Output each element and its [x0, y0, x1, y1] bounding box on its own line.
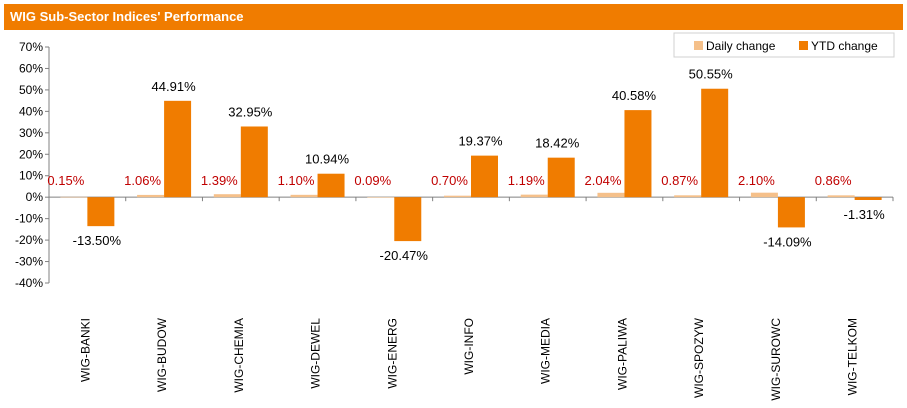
y-tick-label: 20%: [19, 147, 43, 161]
x-category-label: WIG-SUROWC: [769, 318, 783, 401]
data-label-ytd-change: 32.95%: [228, 104, 273, 119]
data-label-ytd-change: 18.42%: [535, 136, 580, 151]
data-label-ytd-change: 10.94%: [305, 152, 350, 167]
x-category-label: WIG-TELKOM: [846, 318, 860, 395]
data-label-daily-change: 1.06%: [124, 173, 161, 188]
x-category-label: WIG-PALIWA: [615, 318, 629, 390]
legend-box: [673, 32, 895, 58]
chart-title-bar: WIG Sub-Sector Indices' Performance: [4, 4, 903, 30]
bar-ytd-change: [624, 110, 652, 198]
y-tick-label: 10%: [19, 169, 43, 183]
y-tick-label: -40%: [15, 276, 43, 290]
x-category-label: WIG-MEDIA: [539, 318, 553, 384]
bar-ytd-change: [701, 88, 729, 198]
y-tick-label: -20%: [15, 233, 43, 247]
chart-title: WIG Sub-Sector Indices' Performance: [10, 9, 244, 24]
legend-swatch-ytd-change: [799, 41, 808, 50]
x-category-label: WIG-INFO: [462, 318, 476, 375]
y-tick-label: 70%: [19, 40, 43, 54]
y-tick-label: -30%: [15, 255, 43, 269]
bar-ytd-change: [777, 197, 805, 228]
data-label-daily-change: 0.70%: [431, 173, 468, 188]
data-label-daily-change: 0.15%: [47, 173, 84, 188]
legend-label-daily-change: Daily change: [706, 39, 776, 53]
bar-ytd-change: [854, 197, 882, 200]
data-label-ytd-change: -20.47%: [380, 248, 429, 263]
bar-daily-change: [367, 196, 395, 198]
data-label-ytd-change: 40.58%: [612, 88, 657, 103]
data-label-ytd-change: -14.09%: [763, 234, 812, 249]
bar-daily-change: [60, 196, 88, 198]
data-label-daily-change: 0.87%: [661, 173, 698, 188]
x-category-label: WIG-SPOZYW: [692, 317, 706, 398]
bar-ytd-change: [164, 100, 192, 198]
data-label-ytd-change: -13.50%: [73, 233, 122, 248]
legend-label-ytd-change: YTD change: [811, 39, 878, 53]
bar-daily-change: [750, 192, 778, 198]
y-tick-label: 40%: [19, 104, 43, 118]
data-label-daily-change: 0.86%: [815, 173, 852, 188]
y-tick-label: 60%: [19, 61, 43, 75]
data-label-daily-change: 2.10%: [738, 173, 775, 188]
data-label-daily-change: 0.09%: [354, 173, 391, 188]
data-label-ytd-change: -1.31%: [844, 207, 886, 222]
data-label-daily-change: 2.04%: [585, 173, 622, 188]
bar-daily-change: [597, 192, 625, 198]
data-label-ytd-change: 19.37%: [458, 134, 503, 149]
data-label-daily-change: 1.10%: [278, 173, 315, 188]
bar-daily-change: [520, 194, 548, 198]
bar-daily-change: [444, 195, 471, 198]
bar-ytd-change: [471, 155, 498, 198]
x-category-label: WIG-BUDOW: [155, 317, 169, 392]
bar-daily-change: [213, 194, 241, 198]
bar-ytd-change: [317, 173, 345, 198]
data-label-ytd-change: 50.55%: [689, 67, 734, 82]
y-tick-label: -10%: [15, 212, 43, 226]
bar-daily-change: [137, 194, 165, 198]
x-category-label: WIG-ENERG: [385, 318, 399, 389]
bar-ytd-change: [240, 126, 268, 198]
x-category-label: WIG-BANKI: [78, 318, 92, 382]
x-category-label: WIG-DEWEL: [309, 318, 323, 389]
bar-ytd-change: [87, 197, 115, 227]
data-label-daily-change: 1.39%: [201, 173, 238, 188]
data-label-daily-change: 1.19%: [508, 173, 545, 188]
bar-ytd-change: [547, 157, 575, 198]
x-category-label: WIG-CHEMIA: [232, 318, 246, 393]
y-tick-label: 50%: [19, 83, 43, 97]
y-tick-label: 30%: [19, 126, 43, 140]
bar-daily-change: [674, 195, 702, 198]
data-label-ytd-change: 44.91%: [152, 79, 197, 94]
y-tick-label: 0%: [26, 190, 44, 204]
bar-daily-change: [290, 194, 318, 198]
legend-swatch-daily-change: [694, 41, 703, 50]
bar-ytd-change: [394, 197, 422, 242]
bar-daily-change: [827, 195, 855, 198]
